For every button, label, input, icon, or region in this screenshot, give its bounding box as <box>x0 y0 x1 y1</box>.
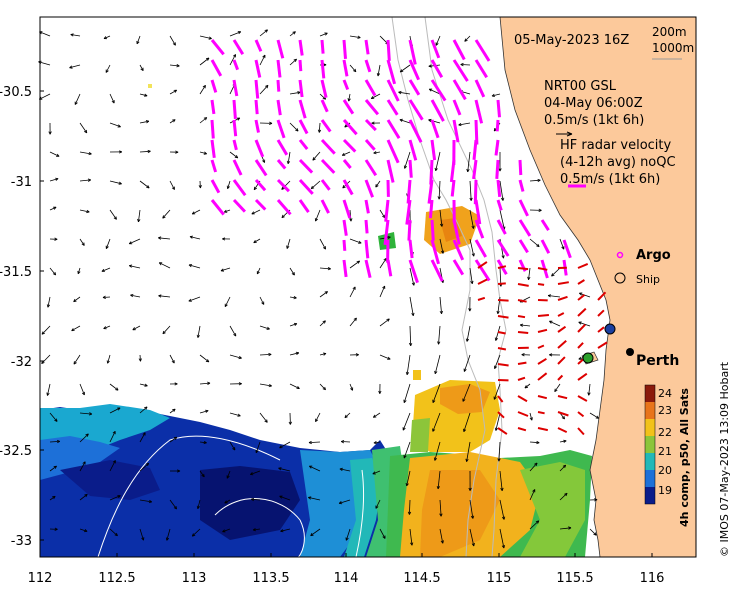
perth-marker <box>626 348 634 356</box>
y-tick-label: -30.5 <box>0 85 32 100</box>
contour-label-200m: 200m <box>652 25 687 39</box>
sst-colorbar <box>645 385 655 504</box>
model-legend-line-3: 0.5m/s (1kt 6h) <box>544 113 644 128</box>
colorbar-tick: 19 <box>658 484 672 497</box>
model-legend-line-1: NRT00 GSL <box>544 79 617 94</box>
copyright-label: © IMOS 07-May-2023 13:09 Hobart <box>718 361 731 557</box>
x-tick-label: 114.5 <box>403 571 440 586</box>
y-tick-label: -33 <box>11 534 32 549</box>
colorbar-tick: 20 <box>658 464 672 477</box>
colorbar-tick: 21 <box>658 445 672 458</box>
y-tick-label: -32.5 <box>0 444 32 459</box>
colorbar-tick: 23 <box>658 404 672 417</box>
glider-marker-green <box>583 353 593 363</box>
y-tick-label: -31 <box>11 175 32 190</box>
x-tick-label: 115.5 <box>556 571 593 586</box>
place-label-perth: Perth <box>636 353 679 369</box>
argo-legend-label: Argo <box>636 248 671 263</box>
colorbar-tick: 24 <box>658 387 672 400</box>
x-tick-label: 114 <box>334 571 359 586</box>
y-tick-label: -31.5 <box>0 265 32 280</box>
colorbar-tick: 22 <box>658 426 672 439</box>
x-tick-label: 115 <box>487 571 512 586</box>
x-tick-label: 112.5 <box>98 571 135 586</box>
radar-legend-line-2: (4-12h avg) noQC <box>560 155 676 170</box>
x-tick-label: 113.5 <box>252 571 289 586</box>
x-tick-label: 116 <box>640 571 665 586</box>
x-tick-label: 112 <box>28 571 53 586</box>
radar-legend-line-1: HF radar velocity <box>560 138 672 153</box>
glider-marker-blue <box>605 324 615 334</box>
ship-legend-label: Ship <box>636 273 660 286</box>
contour-label-1000m: 1000m <box>652 41 694 55</box>
map-title: 05-May-2023 16Z <box>514 33 629 48</box>
x-tick-label: 113 <box>182 571 207 586</box>
colorbar-title: 4h comp, p50, All Sats <box>678 388 691 527</box>
model-legend-line-2: 04-May 06:00Z <box>544 96 643 111</box>
y-tick-label: -32 <box>11 355 32 370</box>
